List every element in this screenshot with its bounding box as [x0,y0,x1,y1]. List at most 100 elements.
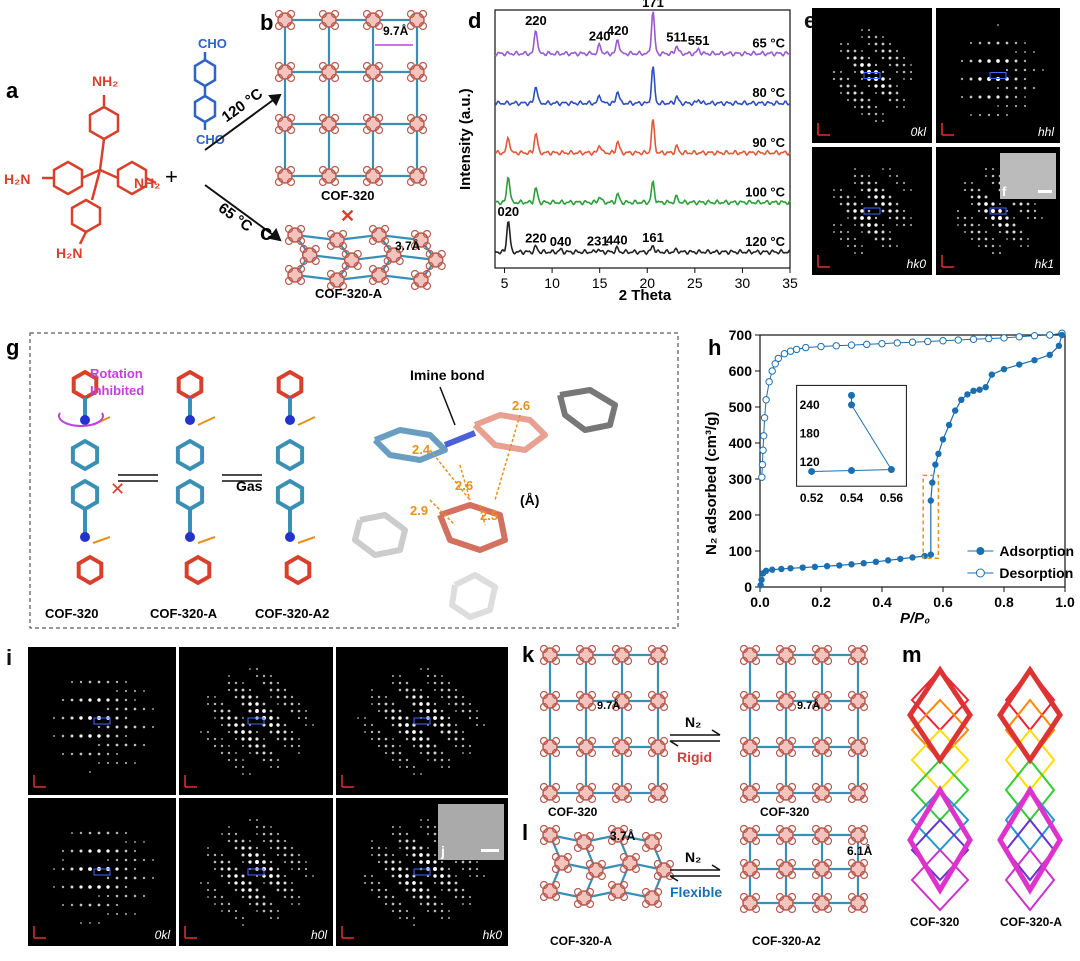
adsorption-point [1016,361,1023,368]
diffraction-spot [970,181,974,185]
diffraction-label-hk0: hk0 [906,257,926,271]
diffraction-spot [881,91,885,95]
node-ring [406,61,416,71]
panel-h: h N₂ adsorbed (cm³/g) P/P₀ 0.0 0.2 0.4 0.6 0… [690,325,1080,635]
diffraction-i-0kl: 0kl [28,798,176,946]
diffraction-spot [991,237,995,241]
node-center [850,739,866,755]
diffraction-spot [970,202,974,206]
adsorption-point [939,436,947,443]
diffraction-spot [412,688,416,692]
node-center [778,693,794,709]
node-center [578,739,594,755]
diffraction-spot [888,209,892,213]
distance-2-5: 2.5 [480,508,498,523]
node-ring [406,165,416,175]
node-ring [311,244,320,254]
diffraction-spot [248,688,252,692]
node-ring [811,892,821,902]
diffraction-spot [412,846,416,850]
diffraction-spot [227,860,231,864]
xrd-series-label: 90 °C [752,135,785,150]
diffraction-spot [106,849,110,853]
node-ring [274,9,284,19]
node-center [742,647,758,663]
diffraction-spot [106,707,110,711]
diffraction-spot [290,888,294,892]
node-ring [787,656,797,666]
diffraction-spot [255,744,259,748]
diffraction-spot [853,237,857,241]
diffraction-spot [363,716,367,720]
interpenetrated-structures [906,665,1064,912]
diffraction-spot [124,725,128,729]
diffraction-spot [398,709,402,713]
diffraction-spot [839,84,843,88]
node-ring [284,264,294,274]
node-ring [787,870,797,880]
diffraction-spot [853,244,857,248]
diffraction-spot [363,881,367,885]
diffraction-spot [412,730,416,734]
node-ring [587,782,597,792]
diffraction-spot [241,839,245,843]
diffraction-spot [963,216,967,220]
diffraction-label-0kl: 0kl [910,125,926,139]
diffraction-spot [978,95,982,99]
diffraction-spot [426,853,430,857]
diffraction-spot [276,716,280,720]
diffraction-spot [440,674,444,678]
node-ring [739,824,749,834]
diffraction-spot [115,734,119,738]
diffraction-spot [133,743,137,747]
tetraamine-molecule [42,95,157,245]
node-ring [739,748,749,758]
diffraction-spot [1014,95,1018,99]
node-ring [362,21,372,31]
diffraction-spot [969,95,973,99]
node-ring [775,702,785,712]
desorption-point [758,473,766,481]
node-ring [551,794,561,804]
diffraction-spot [426,825,430,829]
node-ring [659,748,669,758]
node-ring [539,736,549,746]
node-ring [611,644,621,654]
diffraction-spot [398,909,402,913]
diffraction-spot [860,91,864,95]
diffraction-spot [52,867,56,871]
node-ring [611,782,621,792]
diffraction-spot [874,237,878,241]
rotation-arrow [297,416,316,426]
biphenyl-ring [175,478,205,512]
name-cof-320: COF-320 [45,606,98,621]
node-ring [380,276,390,286]
node-ring [611,690,621,700]
diffraction-spot [440,730,444,734]
diffraction-spot [391,702,395,706]
diffraction-spot [262,681,266,685]
xrd-x-tick-label: 35 [782,275,798,291]
node-ring [751,824,761,834]
diffraction-spot [447,909,451,913]
diffraction-spots-i-0kl [33,831,155,939]
node-center [850,647,866,663]
node-ring [551,702,561,712]
node-center [742,827,758,843]
node-ring [330,61,340,71]
k-right-distance: 9.7Å [797,699,820,712]
l-left-name: COF-320-A [550,934,612,948]
node-ring [847,702,857,712]
diffraction-spot [213,737,217,741]
diffraction-spot [370,881,374,885]
diffraction-spot [363,730,367,734]
l-left-grid [539,824,674,909]
diffraction-spot [991,167,995,171]
diffraction-spot [234,751,238,755]
diffraction-spot [106,680,110,684]
node-center [409,116,425,132]
diffraction-spot [220,902,224,906]
diffraction-spot [832,77,836,81]
diffraction-spot [881,209,885,213]
diffraction-spot [1026,209,1030,213]
